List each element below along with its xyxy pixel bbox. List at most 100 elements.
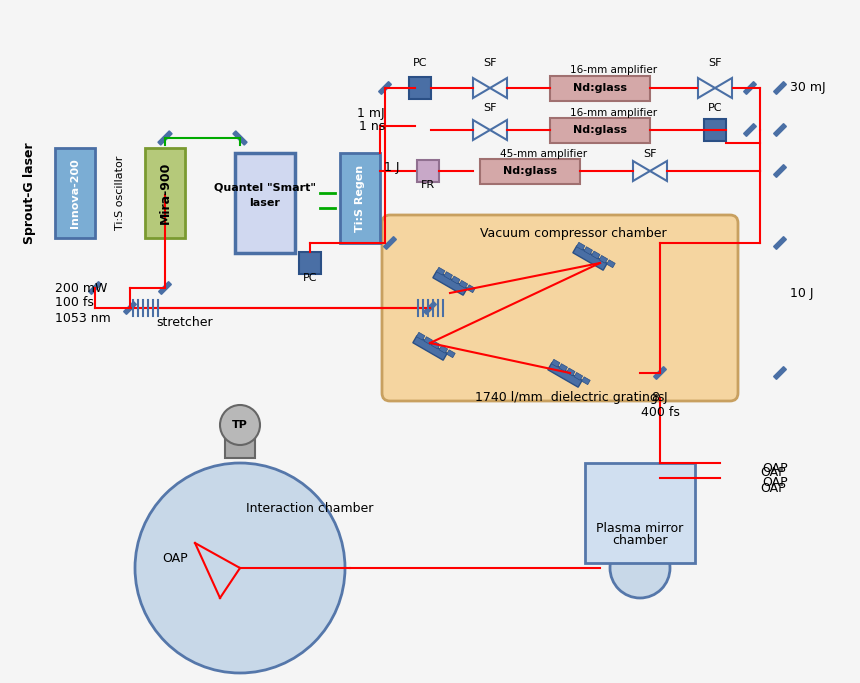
Text: FR: FR xyxy=(421,180,435,190)
Bar xyxy=(576,242,585,250)
Text: 1 mJ: 1 mJ xyxy=(358,107,385,120)
Circle shape xyxy=(135,463,345,673)
Bar xyxy=(145,148,185,238)
Bar xyxy=(235,153,295,253)
Bar xyxy=(584,247,593,255)
Bar xyxy=(158,131,172,145)
Text: Ti:S Regen: Ti:S Regen xyxy=(355,165,365,232)
Bar xyxy=(158,281,171,294)
Bar xyxy=(585,463,695,563)
Bar xyxy=(452,276,460,284)
Bar xyxy=(592,251,600,259)
Text: 1 ns: 1 ns xyxy=(359,120,385,133)
Bar xyxy=(89,281,101,294)
Text: 16-mm amplifier: 16-mm amplifier xyxy=(570,65,657,75)
Text: OAP: OAP xyxy=(762,477,788,490)
Bar xyxy=(774,124,786,137)
Text: SF: SF xyxy=(709,58,722,68)
Bar xyxy=(774,367,786,379)
Bar xyxy=(340,153,380,243)
Bar xyxy=(550,76,650,100)
Text: 16-mm amplifier: 16-mm amplifier xyxy=(570,108,657,118)
Text: 10 J: 10 J xyxy=(790,286,814,300)
Bar xyxy=(299,252,321,274)
Text: 30 mJ: 30 mJ xyxy=(790,81,826,94)
Text: Plasma mirror: Plasma mirror xyxy=(596,522,684,535)
Circle shape xyxy=(610,538,670,598)
Bar xyxy=(416,333,425,340)
Bar xyxy=(417,160,439,182)
Text: Interaction chamber: Interaction chamber xyxy=(246,501,374,514)
Bar xyxy=(413,336,447,360)
Bar xyxy=(233,131,247,145)
Text: PC: PC xyxy=(413,58,427,68)
Bar xyxy=(581,377,590,385)
Text: Nd:glass: Nd:glass xyxy=(573,83,627,93)
FancyBboxPatch shape xyxy=(382,215,738,401)
Bar xyxy=(55,148,95,238)
Text: laser: laser xyxy=(249,198,280,208)
Bar xyxy=(654,367,666,379)
Bar xyxy=(480,158,580,184)
Bar xyxy=(436,267,445,275)
Text: Quantel "Smart": Quantel "Smart" xyxy=(214,183,316,193)
Bar xyxy=(606,260,615,268)
Text: TP: TP xyxy=(232,420,248,430)
Text: 8 J: 8 J xyxy=(652,391,668,404)
Text: OAP: OAP xyxy=(760,482,786,494)
Text: PC: PC xyxy=(303,273,317,283)
Bar xyxy=(467,285,476,292)
Bar xyxy=(744,124,756,137)
Bar xyxy=(551,359,560,367)
Bar xyxy=(573,246,607,270)
Bar xyxy=(384,236,396,249)
Text: Nd:glass: Nd:glass xyxy=(573,125,627,135)
Text: OAP: OAP xyxy=(762,462,788,475)
Bar xyxy=(124,302,137,314)
Bar xyxy=(548,363,582,387)
Bar xyxy=(559,363,568,372)
Text: OAP: OAP xyxy=(760,466,786,479)
Text: Vacuum compressor chamber: Vacuum compressor chamber xyxy=(480,227,666,240)
Text: SF: SF xyxy=(483,103,497,113)
Text: 400 fs: 400 fs xyxy=(641,406,679,419)
Text: 45-mm amplifier: 45-mm amplifier xyxy=(500,149,587,159)
Text: Ti:S oscillator: Ti:S oscillator xyxy=(115,156,125,230)
Text: Sprout-G laser: Sprout-G laser xyxy=(23,142,36,244)
Bar xyxy=(432,341,440,349)
Bar xyxy=(433,270,467,295)
Bar xyxy=(409,77,431,99)
Text: Innova-200: Innova-200 xyxy=(70,158,80,228)
Bar xyxy=(444,272,452,279)
Text: SF: SF xyxy=(483,58,497,68)
Bar xyxy=(567,368,575,376)
Text: 200 mW: 200 mW xyxy=(55,281,108,294)
Text: SF: SF xyxy=(643,149,657,159)
Circle shape xyxy=(220,405,260,445)
Text: Mira-900: Mira-900 xyxy=(158,162,171,224)
Bar xyxy=(225,433,255,458)
Bar xyxy=(774,236,786,249)
Bar xyxy=(550,117,650,143)
Bar xyxy=(378,82,391,94)
Text: 100 fs: 100 fs xyxy=(55,296,94,309)
Bar xyxy=(439,346,448,353)
Text: 1053 nm: 1053 nm xyxy=(55,311,111,324)
Text: stretcher: stretcher xyxy=(157,316,213,329)
Text: chamber: chamber xyxy=(612,533,667,546)
Bar xyxy=(446,350,455,358)
Bar xyxy=(774,82,786,94)
Bar xyxy=(574,372,582,380)
Text: Nd:glass: Nd:glass xyxy=(503,166,557,176)
Text: PC: PC xyxy=(708,103,722,113)
Text: 1740 l/mm  dielectric gratings: 1740 l/mm dielectric gratings xyxy=(475,391,665,404)
Text: OAP: OAP xyxy=(163,551,187,565)
Bar xyxy=(424,337,433,344)
Bar xyxy=(424,302,436,314)
Bar xyxy=(459,281,468,288)
Text: 1 J: 1 J xyxy=(384,161,400,174)
Bar xyxy=(704,119,726,141)
Bar xyxy=(599,255,608,263)
Bar xyxy=(774,165,786,178)
Bar xyxy=(744,82,756,94)
